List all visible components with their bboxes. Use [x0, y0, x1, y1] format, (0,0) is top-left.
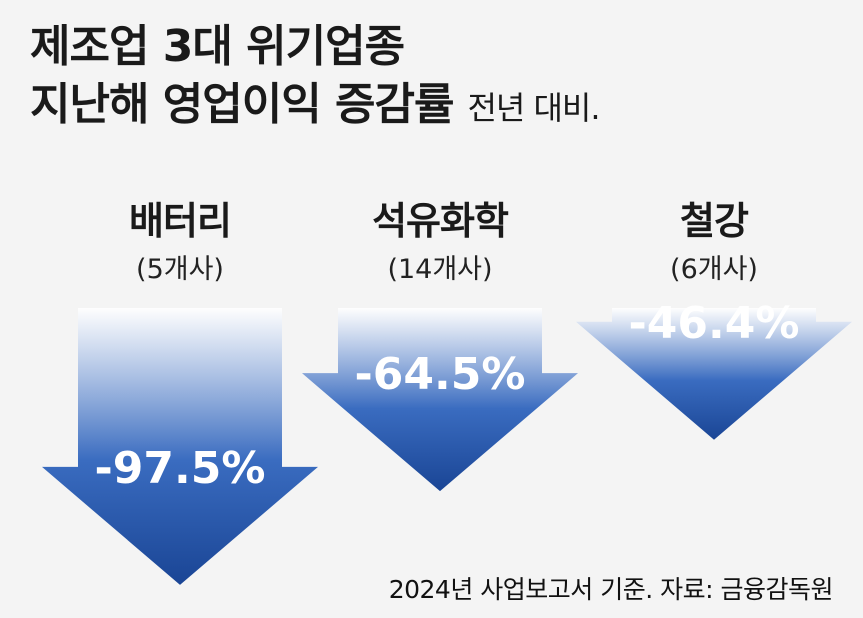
- category-steel: 철강 (6개사): [564, 198, 863, 290]
- title-line-1: 제조업 3대 위기업종: [30, 21, 405, 72]
- category-label-battery: 배터리: [129, 199, 232, 243]
- bar-arrow-petrochemical: [302, 308, 578, 492]
- source-note: 2024년 사업보고서 기준. 자료: 금융감독원: [388, 575, 834, 604]
- bar-arrow-steel: [576, 308, 852, 440]
- chart-title: 제조업 3대 위기업종 지난해 영업이익 증감률 전년 대비.: [30, 18, 601, 137]
- category-note-steel: (6개사): [670, 254, 758, 285]
- title-line-2: 지난해 영업이익 증감률 전년 대비.: [30, 76, 601, 137]
- data-label-battery: -97.5%: [95, 443, 266, 494]
- category-label-steel: 철강: [680, 199, 749, 243]
- category-note-battery: (5개사): [136, 254, 224, 285]
- bar-arrow-battery: [42, 308, 318, 585]
- category-label-petrochemical: 석유화학: [372, 199, 509, 243]
- chart-subtitle: 전년 대비.: [467, 89, 600, 127]
- category-battery: 배터리 (5개사): [30, 198, 330, 290]
- category-note-petrochemical: (14개사): [387, 254, 493, 285]
- data-label-petrochemical: -64.5%: [355, 349, 526, 400]
- category-petrochemical: 석유화학 (14개사): [290, 198, 590, 290]
- title-line-2-text: 지난해 영업이익 증감률: [30, 79, 454, 130]
- data-label-steel: -46.4%: [629, 298, 800, 349]
